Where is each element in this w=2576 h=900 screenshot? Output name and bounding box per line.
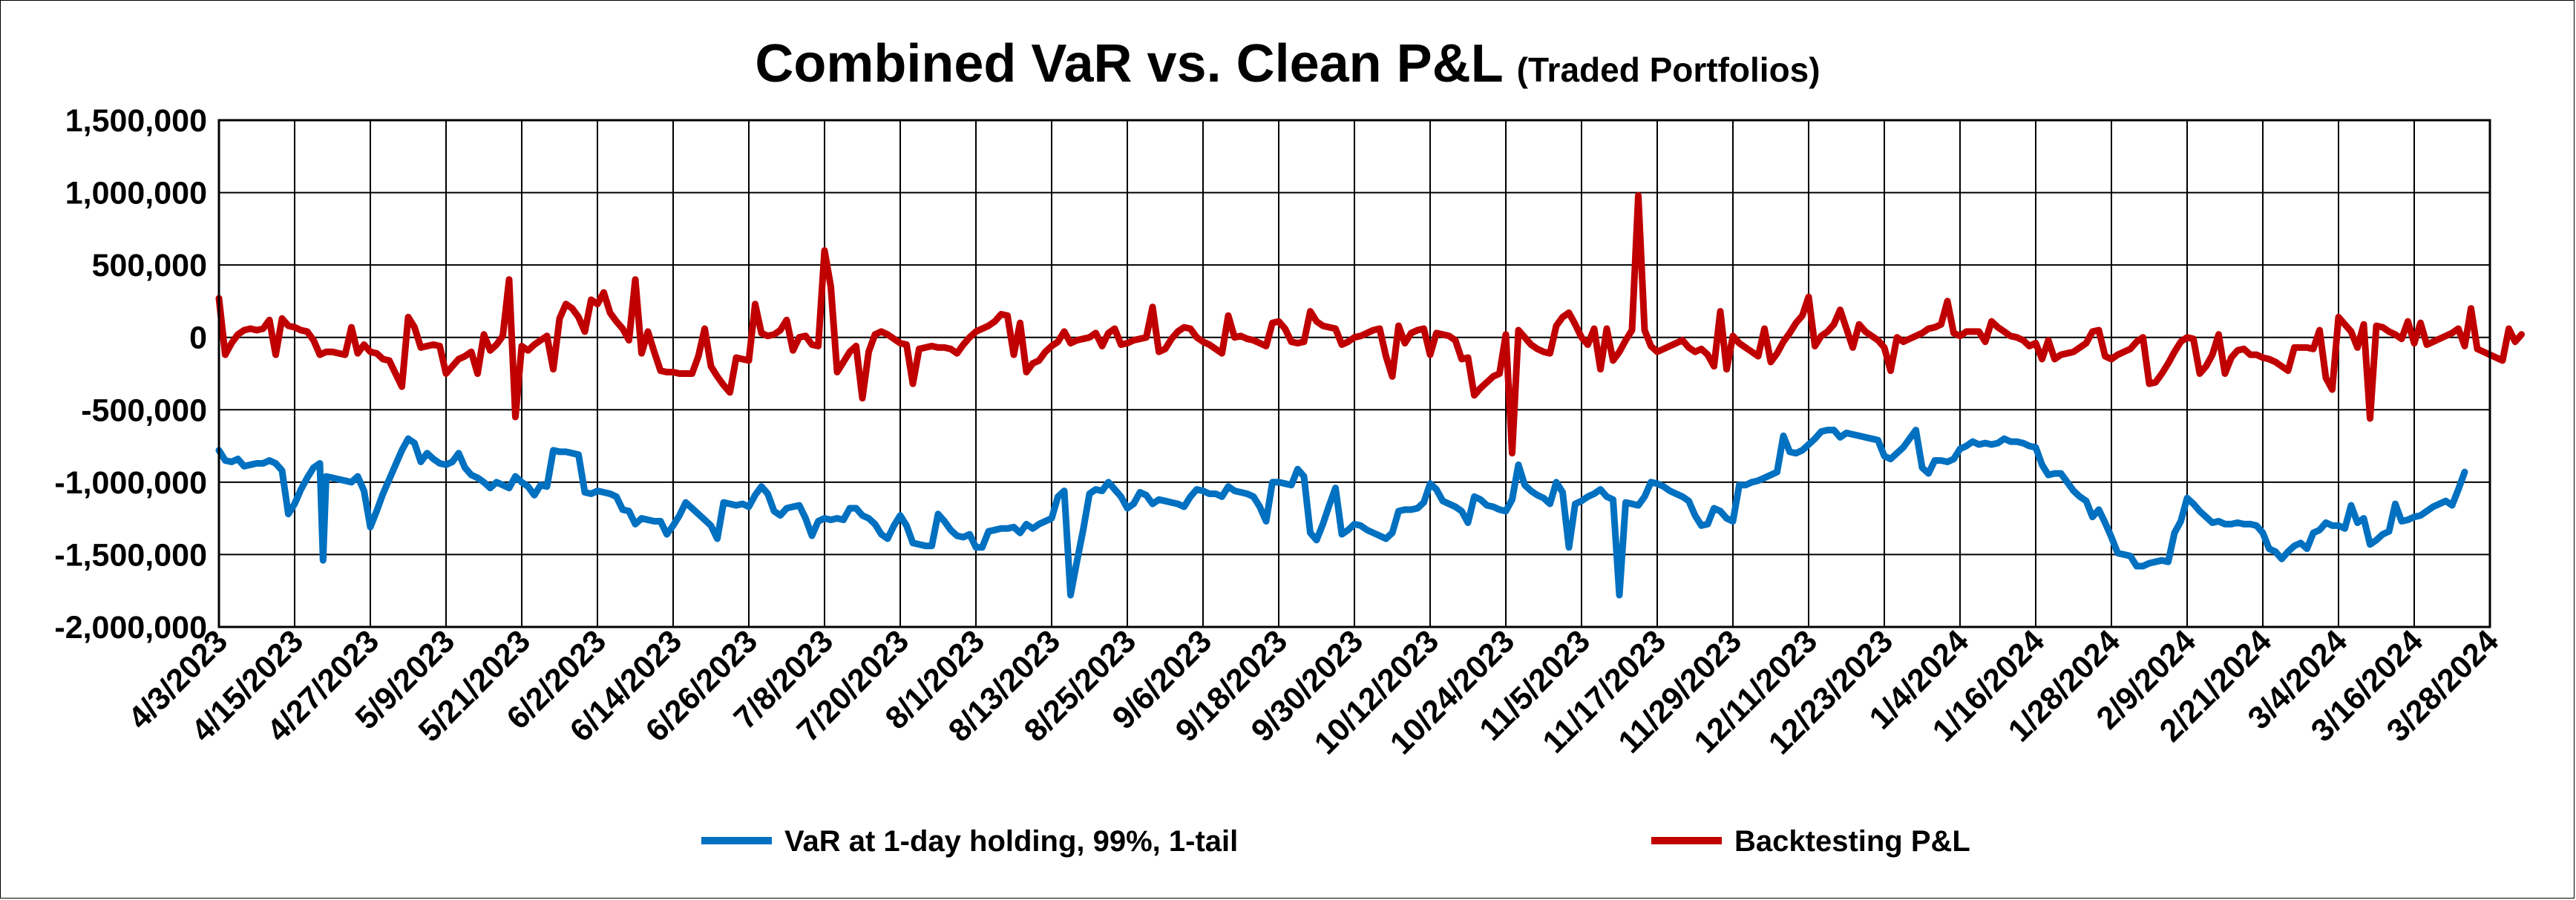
y-tick-label: 1,000,000 — [65, 176, 207, 211]
y-tick-label: -2,000,000 — [54, 610, 207, 646]
y-axis-ticks: 1,500,000 1,000,000 500,000 0 -500,000 -1,000… — [54, 103, 207, 646]
plot-border — [217, 119, 2491, 628]
y-tick-label: -1,500,000 — [54, 537, 207, 573]
y-tick-label: 500,000 — [92, 248, 207, 283]
pnl-series-line — [215, 192, 2525, 457]
y-tick-label: -1,000,000 — [54, 465, 207, 501]
y-tick-label: 0 — [189, 321, 207, 356]
chart-title-group: Combined VaR vs. Clean P&L (Traded Portfo… — [755, 34, 1820, 93]
var-series-line — [215, 427, 2468, 599]
chart-subtitle: (Traded Portfolios) — [1517, 50, 1820, 89]
legend-label: VaR at 1-day holding, 99%, 1-tail — [784, 825, 1238, 858]
legend: VaR at 1-day holding, 99%, 1-tail Backtes… — [701, 825, 1970, 858]
x-axis-ticks: 4/3/20234/15/20234/27/20235/9/20235/21/2… — [122, 623, 2505, 761]
legend-label: Backtesting P&L — [1734, 825, 1970, 858]
chart-title: Combined VaR vs. Clean P&L (Traded Portfo… — [755, 34, 1820, 93]
y-tick-label: -500,000 — [81, 392, 207, 428]
y-tick-label: 1,500,000 — [65, 103, 207, 139]
series-group — [215, 192, 2525, 599]
